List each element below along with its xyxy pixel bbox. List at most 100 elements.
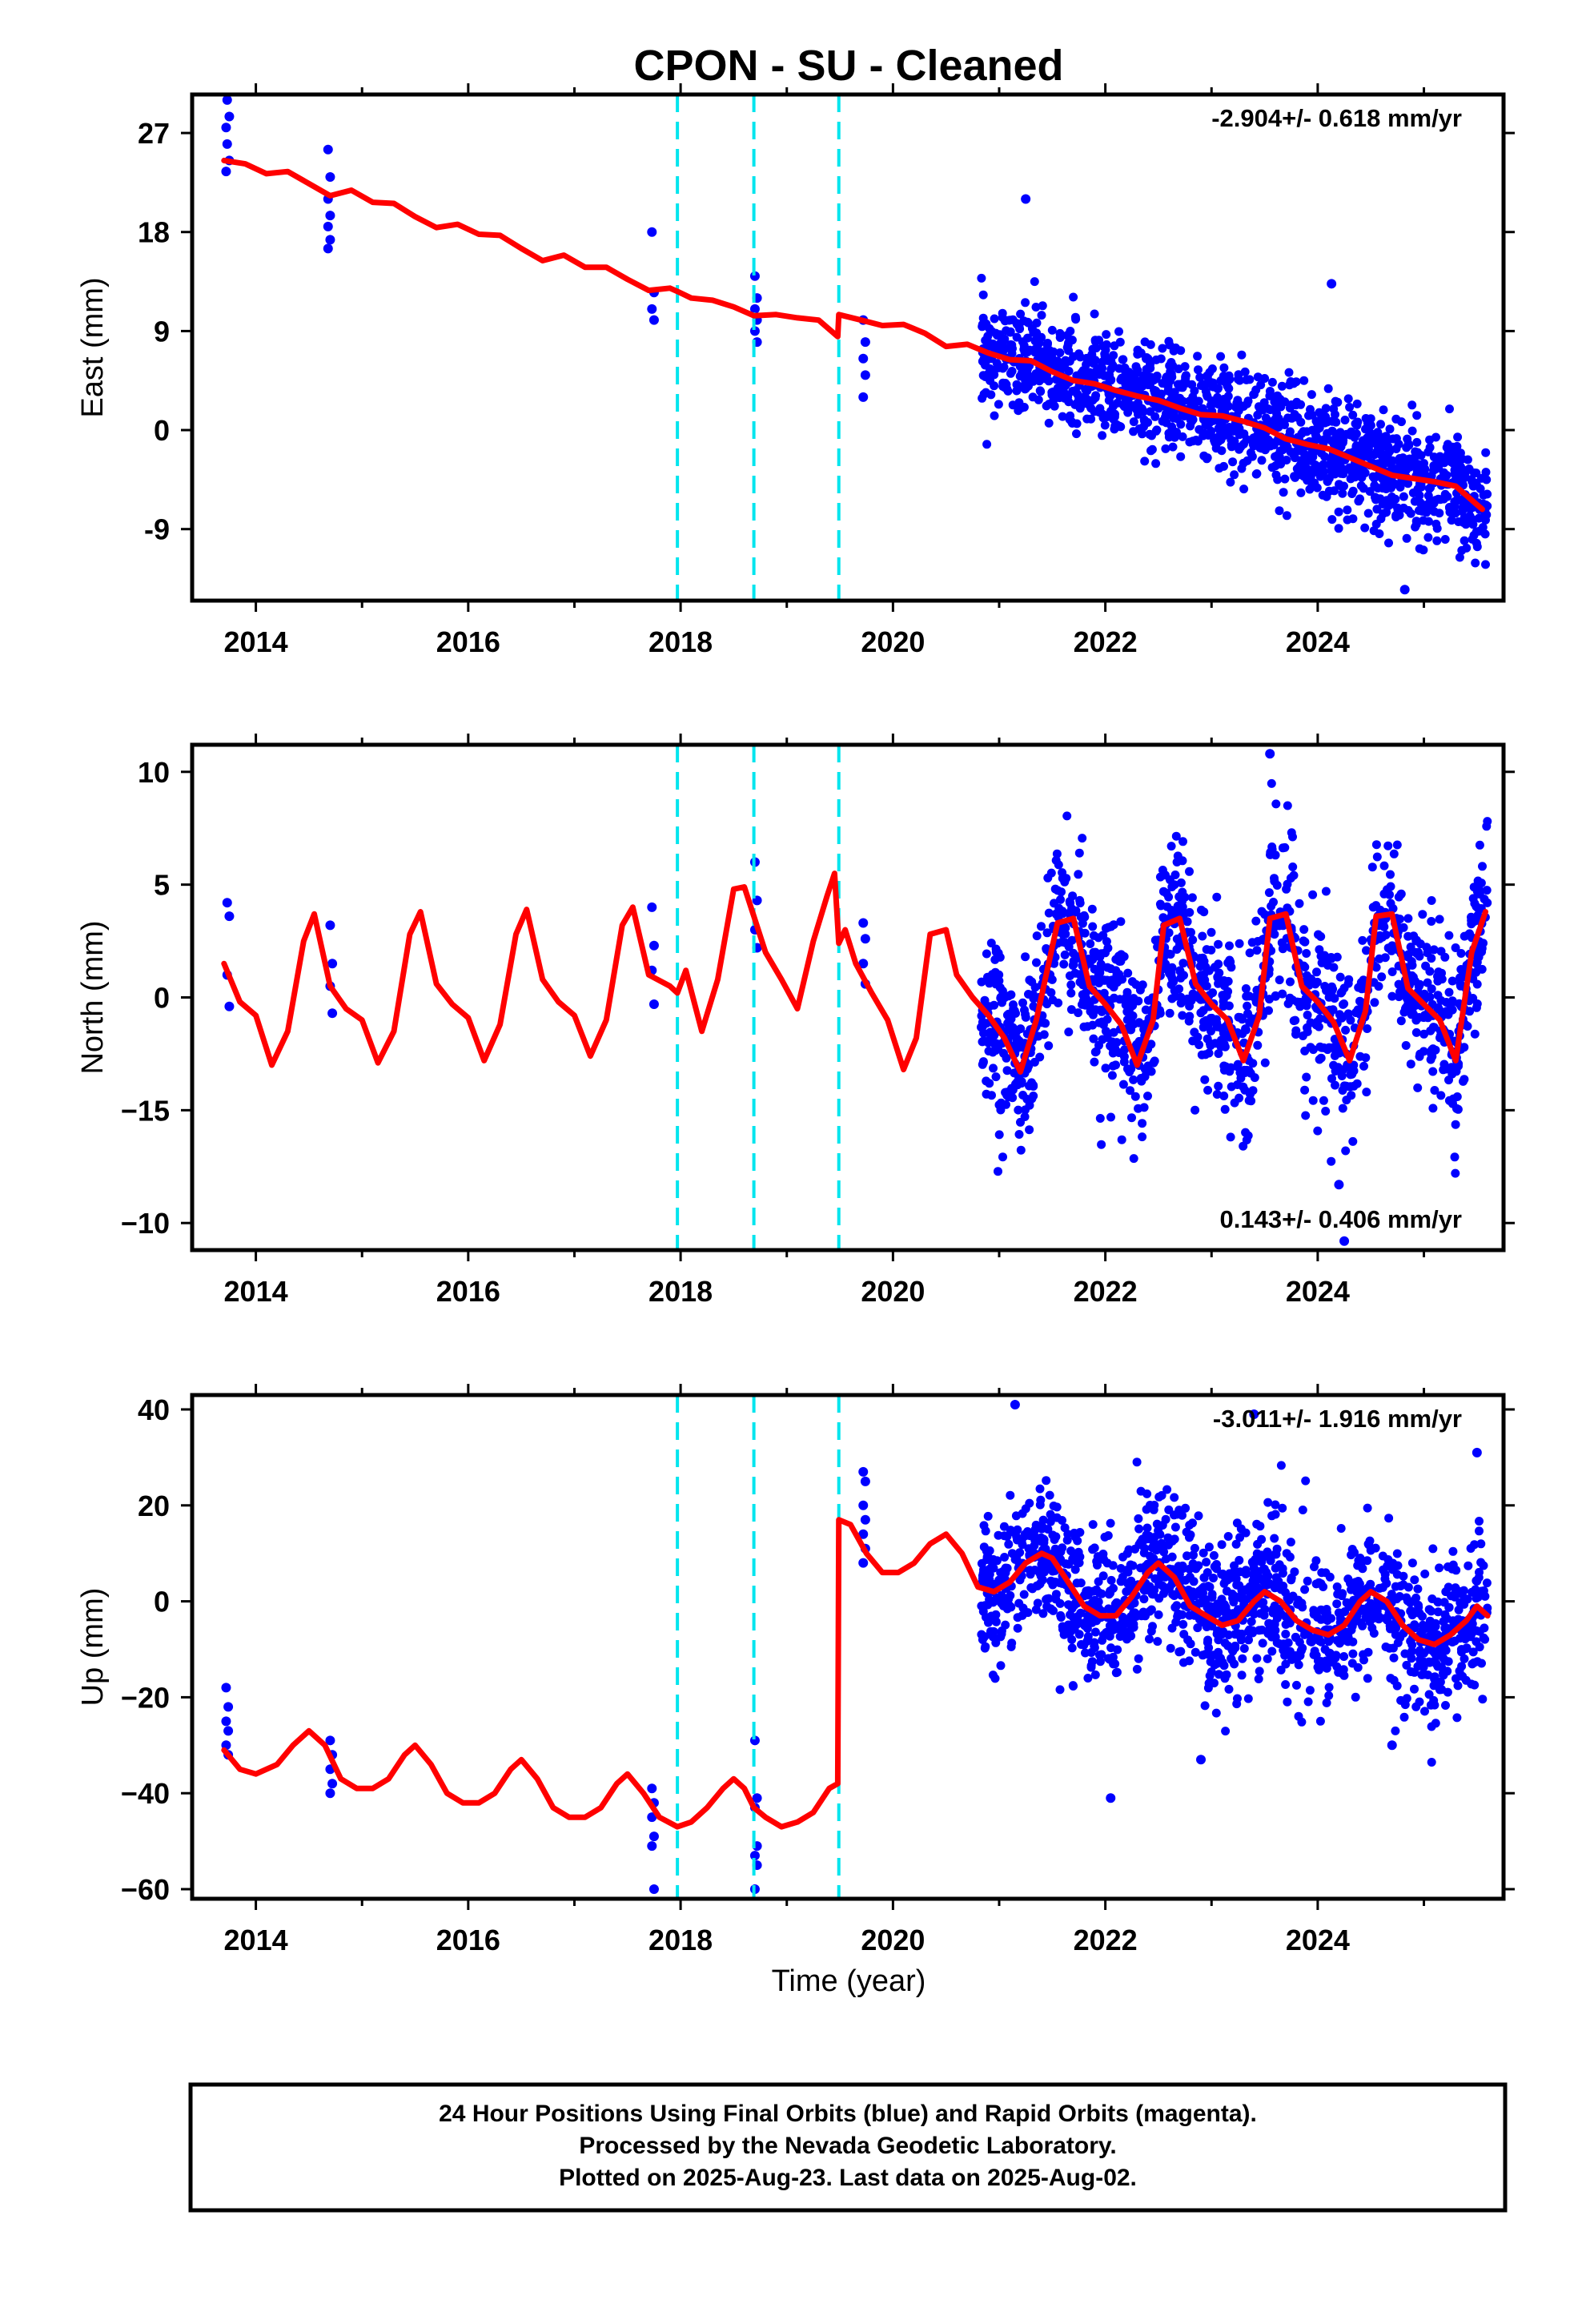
north-data-point bbox=[1428, 1104, 1438, 1113]
up-data-point bbox=[1248, 1583, 1258, 1593]
north-data-point bbox=[1011, 1039, 1020, 1049]
east-data-point bbox=[1151, 459, 1161, 468]
up-data-point bbox=[996, 1661, 1006, 1671]
up-data-point bbox=[1170, 1493, 1179, 1502]
north-data-point bbox=[1185, 1001, 1195, 1011]
up-data-point bbox=[1407, 1558, 1417, 1568]
east-data-point bbox=[1343, 505, 1352, 515]
east-data-point bbox=[1307, 390, 1316, 400]
east-data-point bbox=[1016, 309, 1026, 319]
up-data-point bbox=[1010, 1399, 1020, 1409]
up-data-point bbox=[1079, 1640, 1089, 1650]
north-data-point bbox=[1066, 988, 1076, 998]
east-data-point bbox=[1129, 417, 1138, 427]
north-data-point bbox=[1075, 895, 1085, 905]
east-data-point bbox=[1245, 375, 1255, 384]
up-data-point bbox=[1279, 1582, 1288, 1590]
up-data-point bbox=[1303, 1697, 1313, 1707]
up-data-point bbox=[1272, 1614, 1282, 1623]
north-data-point bbox=[327, 1008, 338, 1019]
east-data-point bbox=[1453, 432, 1463, 442]
up-data-point bbox=[1214, 1635, 1223, 1645]
up-data-point bbox=[1070, 1532, 1080, 1542]
east-data-point bbox=[1460, 472, 1470, 482]
up-data-point bbox=[1388, 1558, 1398, 1568]
north-data-point bbox=[1214, 939, 1223, 949]
north-data-point bbox=[1363, 1024, 1372, 1033]
east-data-point bbox=[1403, 479, 1413, 489]
north-data-point bbox=[1241, 1024, 1251, 1034]
up-data-point bbox=[1267, 1647, 1277, 1656]
east-data-point bbox=[1114, 327, 1123, 336]
up-data-point bbox=[1413, 1584, 1423, 1594]
north-data-point bbox=[1107, 1071, 1117, 1080]
up-data-point bbox=[1276, 1665, 1286, 1675]
north-data-point bbox=[1319, 1096, 1328, 1105]
chart-title: CPON - SU - Cleaned bbox=[633, 42, 1063, 90]
north-data-point bbox=[1303, 1023, 1311, 1032]
north-data-point bbox=[1427, 917, 1436, 926]
up-data-point bbox=[1464, 1561, 1473, 1570]
east-data-point bbox=[1161, 444, 1170, 453]
north-data-point bbox=[1387, 967, 1397, 976]
up-data-point bbox=[1132, 1664, 1142, 1674]
east-data-point bbox=[1239, 440, 1248, 448]
north-data-point bbox=[1138, 1119, 1147, 1128]
north-data-point bbox=[1407, 960, 1417, 970]
east-data-point bbox=[1265, 391, 1275, 400]
east-data-point bbox=[1391, 414, 1401, 424]
east-y-axis-label: East (mm) bbox=[76, 277, 110, 417]
up-data-point bbox=[1252, 1654, 1262, 1663]
east-data-point bbox=[1174, 380, 1182, 389]
north-data-point bbox=[325, 920, 335, 931]
east-data-point bbox=[1457, 454, 1467, 464]
footer-line-3: Plotted on 2025-Aug-23. Last data on 202… bbox=[559, 2165, 1137, 2191]
up-data-point bbox=[1067, 1643, 1077, 1653]
up-data-point bbox=[1220, 1674, 1230, 1683]
north-y-tick-label: 0 bbox=[154, 982, 170, 1015]
east-data-point bbox=[1166, 369, 1176, 379]
up-data-point bbox=[1195, 1614, 1204, 1624]
east-data-point bbox=[1395, 460, 1405, 469]
east-data-point bbox=[981, 360, 990, 370]
east-data-point bbox=[1414, 506, 1423, 515]
north-data-point bbox=[1025, 975, 1034, 985]
east-data-point bbox=[1474, 513, 1484, 523]
east-data-point bbox=[1334, 524, 1343, 533]
east-data-point bbox=[1206, 400, 1215, 410]
up-data-point bbox=[1118, 1552, 1127, 1562]
north-data-point bbox=[1302, 949, 1311, 958]
north-plot-area bbox=[221, 745, 1492, 1250]
up-data-point bbox=[1349, 1618, 1359, 1627]
north-data-point bbox=[1205, 1039, 1215, 1048]
east-data-point bbox=[1282, 456, 1291, 464]
north-data-point bbox=[1002, 1100, 1010, 1109]
north-data-point bbox=[1014, 1130, 1024, 1139]
up-data-point bbox=[1070, 1565, 1080, 1574]
north-data-point bbox=[1022, 1064, 1032, 1074]
east-data-point bbox=[1316, 448, 1326, 458]
up-data-point bbox=[1250, 1610, 1259, 1618]
north-data-point bbox=[1477, 943, 1487, 953]
up-data-point bbox=[1420, 1569, 1430, 1578]
east-data-point bbox=[1057, 360, 1066, 370]
east-data-point bbox=[1186, 421, 1195, 431]
up-data-point bbox=[1415, 1608, 1424, 1618]
north-x-tick-label: 2016 bbox=[436, 1275, 500, 1308]
up-data-point bbox=[1223, 1575, 1232, 1585]
east-data-point bbox=[222, 94, 232, 105]
north-data-point bbox=[1101, 1063, 1110, 1073]
up-data-point bbox=[1254, 1675, 1263, 1683]
east-data-point bbox=[1403, 505, 1413, 515]
east-data-point bbox=[1072, 429, 1081, 439]
east-data-point bbox=[1304, 411, 1313, 420]
north-data-point bbox=[1199, 979, 1209, 988]
north-data-point bbox=[1032, 931, 1042, 941]
east-data-point bbox=[1457, 545, 1467, 555]
north-data-point bbox=[1054, 998, 1063, 1007]
up-data-point bbox=[1212, 1659, 1222, 1668]
up-data-point bbox=[1358, 1564, 1367, 1574]
east-data-point bbox=[325, 211, 335, 221]
east-data-point bbox=[1431, 519, 1441, 529]
up-data-point bbox=[1178, 1561, 1187, 1570]
